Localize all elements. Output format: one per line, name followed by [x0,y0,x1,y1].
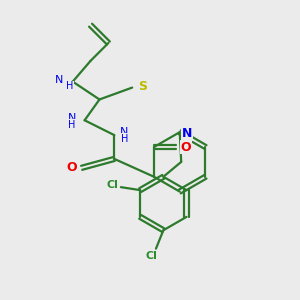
Text: H: H [121,134,128,144]
Text: N: N [68,113,76,124]
Text: N: N [55,75,64,85]
Text: O: O [181,140,191,154]
Text: H: H [68,120,76,130]
Text: N: N [182,127,192,140]
Text: S: S [138,80,147,93]
Text: O: O [67,161,77,174]
Text: Cl: Cl [146,251,158,261]
Text: N: N [120,127,129,137]
Text: H: H [66,81,74,91]
Text: Cl: Cl [106,180,119,190]
